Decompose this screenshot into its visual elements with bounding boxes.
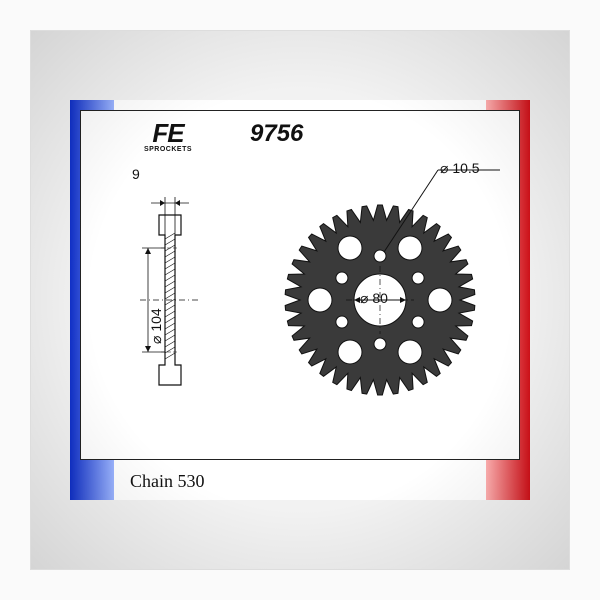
dim-bore-label: ⌀ 80 — [360, 290, 388, 307]
outer-frame: FE SPROCKETS 9756 9 ⌀ 104 ⌀ 80 ⌀ 10.5 Ch… — [30, 30, 570, 570]
dim-bolt-circle-label: ⌀ 104 — [148, 308, 165, 344]
diagram-stage: FE SPROCKETS 9756 9 ⌀ 104 ⌀ 80 ⌀ 10.5 Ch… — [70, 100, 530, 500]
chain-spec-label: Chain 530 — [130, 471, 205, 492]
dim-thickness-label: 9 — [132, 166, 140, 182]
dim-bolt-hole-label: ⌀ 10.5 — [440, 160, 480, 177]
